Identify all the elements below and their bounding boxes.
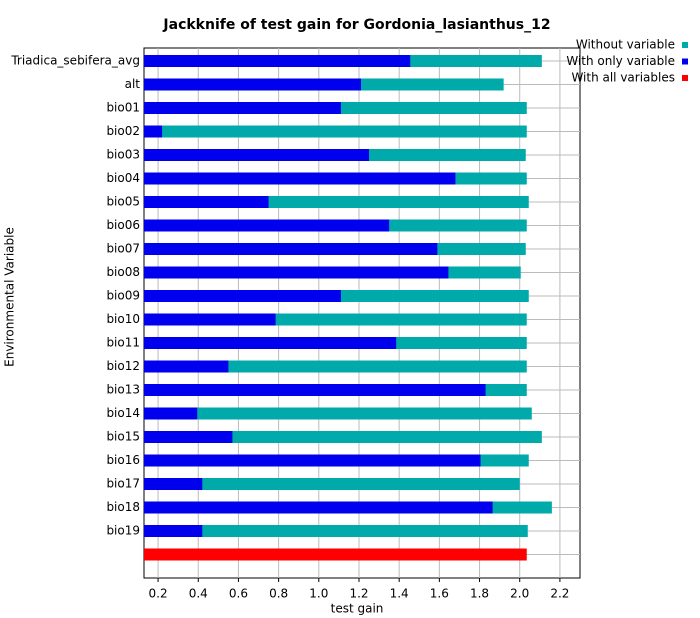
bar xyxy=(144,548,527,561)
bar xyxy=(144,290,341,302)
y-axis-label: Environmental Variable xyxy=(3,227,17,367)
legend-swatch xyxy=(682,58,688,65)
x-tick-label: 1.4 xyxy=(390,587,409,601)
y-tick-label: bio17 xyxy=(106,477,140,491)
x-tick-label: 1.6 xyxy=(430,587,449,601)
bar xyxy=(144,78,361,91)
y-tick-label: Triadica_sebifera_avg xyxy=(10,54,140,68)
y-tick-label: bio12 xyxy=(106,359,140,373)
y-tick-label: bio06 xyxy=(106,218,140,232)
x-axis-label: test gain xyxy=(331,602,384,616)
bar xyxy=(144,266,449,279)
bar xyxy=(144,196,269,208)
bar xyxy=(144,384,486,396)
bar xyxy=(144,313,276,326)
bar xyxy=(144,219,390,232)
bar xyxy=(144,125,527,138)
y-tick-label: bio13 xyxy=(106,383,140,397)
y-tick-label: bio05 xyxy=(106,195,140,209)
bar xyxy=(144,454,481,467)
legend-swatch xyxy=(682,75,688,81)
legend-label: With only variable xyxy=(566,54,675,68)
y-tick-label: bio18 xyxy=(106,500,140,514)
x-tick-label: 2.0 xyxy=(510,587,529,601)
x-tick-label: 0.4 xyxy=(189,587,208,601)
y-tick-label: bio15 xyxy=(106,430,140,444)
bar xyxy=(144,149,370,161)
bar xyxy=(144,102,341,114)
y-tick-label: bio11 xyxy=(106,336,140,350)
y-tick-label: bio19 xyxy=(106,524,140,538)
x-tick-label: 0.2 xyxy=(149,587,168,601)
y-tick-label: bio02 xyxy=(106,124,140,138)
bar xyxy=(144,125,163,138)
bar xyxy=(144,478,203,490)
legend-swatch xyxy=(682,42,688,48)
bar xyxy=(144,337,397,349)
bar xyxy=(144,431,233,443)
y-tick-label: bio04 xyxy=(106,171,140,185)
y-tick-label: bio14 xyxy=(106,406,140,420)
legend-label: With all variables xyxy=(571,71,675,85)
x-tick-label: 0.8 xyxy=(269,587,288,601)
y-tick-label: alt xyxy=(125,77,141,91)
bar xyxy=(144,243,438,255)
legend-label: Without variable xyxy=(576,38,675,52)
bar xyxy=(144,525,203,537)
y-tick-label: bio09 xyxy=(106,289,140,303)
y-tick-label: bio01 xyxy=(106,101,140,115)
x-tick-label: 1.8 xyxy=(470,587,489,601)
x-tick-label: 2.2 xyxy=(550,587,569,601)
y-tick-label: bio08 xyxy=(106,265,140,279)
bar xyxy=(144,501,493,514)
bar xyxy=(144,360,229,373)
bar xyxy=(144,407,532,420)
x-tick-label: 1.2 xyxy=(349,587,368,601)
y-tick-label: bio10 xyxy=(106,312,140,326)
bar xyxy=(144,407,198,420)
y-tick-label: bio03 xyxy=(106,148,140,162)
bar xyxy=(144,360,527,373)
y-tick-label: bio07 xyxy=(106,242,140,256)
bar xyxy=(144,478,520,490)
x-tick-label: 0.6 xyxy=(229,587,248,601)
chart-title: Jackknife of test gain for Gordonia_lasi… xyxy=(162,17,550,33)
bar xyxy=(144,431,542,443)
y-tick-label: bio16 xyxy=(106,453,140,467)
x-tick-label: 1.0 xyxy=(309,587,328,601)
bar xyxy=(144,525,528,537)
bar xyxy=(144,55,411,67)
bar xyxy=(144,172,456,185)
